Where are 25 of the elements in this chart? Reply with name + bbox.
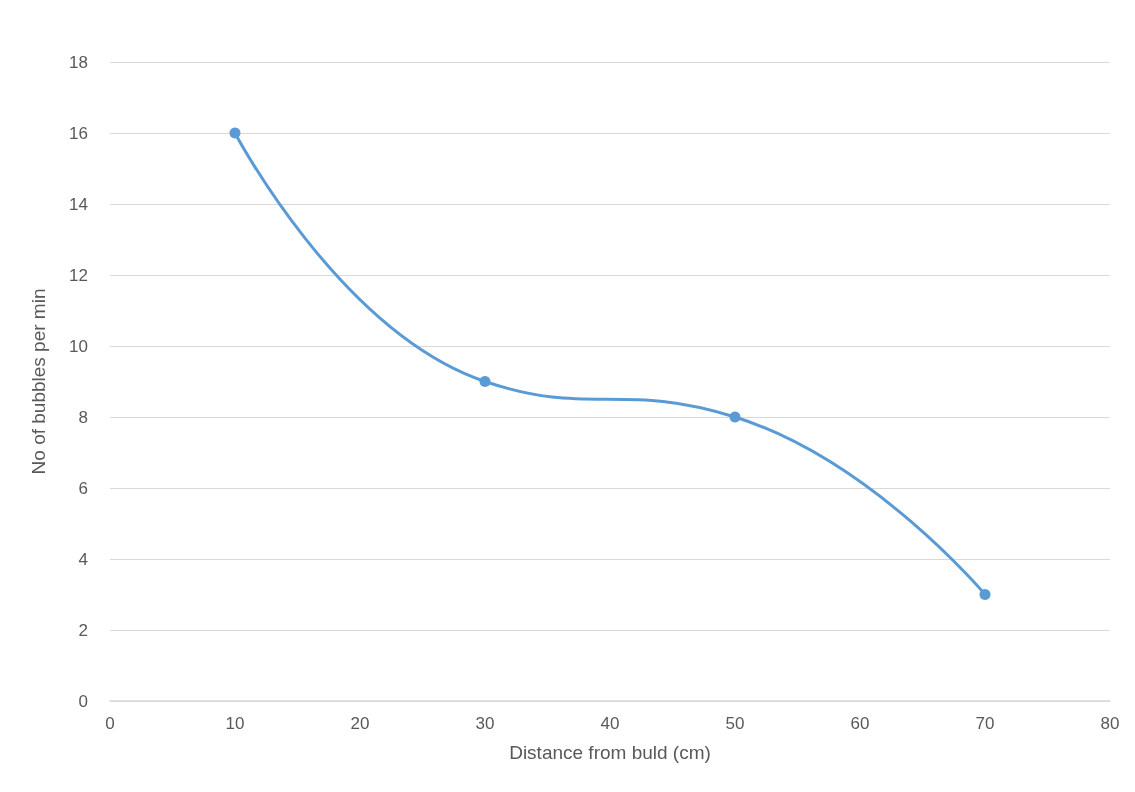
y-tick-label: 8 — [78, 407, 88, 427]
x-tick-label: 60 — [850, 714, 870, 733]
y-tick-label: 2 — [78, 620, 88, 640]
x-tick-label: 30 — [475, 714, 495, 733]
y-tick-label: 18 — [69, 52, 88, 72]
x-tick-label: 40 — [600, 714, 620, 733]
x-tick-label: 10 — [225, 714, 245, 733]
y-tick-label: 10 — [69, 336, 88, 356]
y-tick-label: 12 — [69, 265, 88, 285]
y-tick-label: 6 — [78, 478, 88, 498]
point — [729, 411, 741, 423]
x-tick-label: 70 — [975, 714, 995, 733]
y-tick-label: 16 — [69, 123, 88, 143]
x-tick-label: 20 — [350, 714, 370, 733]
y-tick-label: 14 — [69, 194, 88, 214]
y-tick-label: 4 — [78, 549, 88, 569]
point — [229, 127, 241, 139]
x-tick-label: 80 — [1100, 714, 1120, 733]
x-tick-label: 0 — [105, 714, 115, 733]
x-tick-label: 50 — [725, 714, 745, 733]
x-axis-title: Distance from buld (cm) — [509, 742, 711, 763]
y-axis-title: No of bubbles per min — [28, 288, 49, 475]
y-tick-label: 0 — [78, 691, 88, 711]
point — [979, 589, 991, 600]
point — [479, 376, 491, 387]
